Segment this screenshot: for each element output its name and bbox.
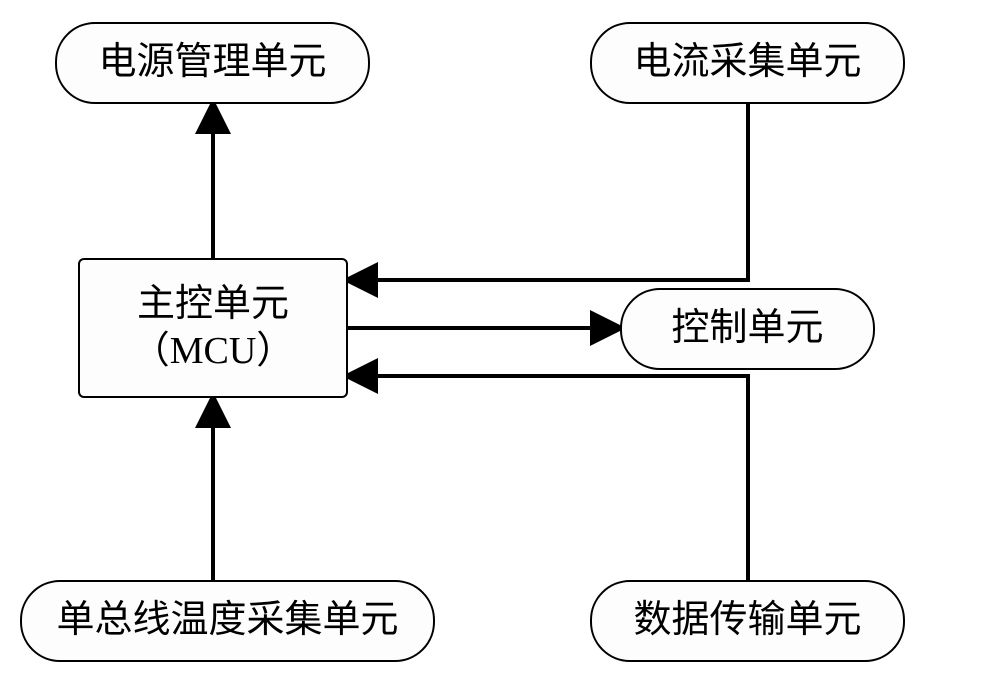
- node-label: 电流采集单元: [633, 42, 861, 84]
- node-label: 电源管理单元: [98, 42, 326, 84]
- node-label: 主控单元（MCU）: [92, 281, 334, 376]
- node-label: 数据传输单元: [633, 600, 861, 642]
- node-mcu: 主控单元（MCU）: [78, 258, 348, 398]
- node-label: 控制单元: [671, 308, 823, 350]
- node-data-transmission: 数据传输单元: [590, 580, 905, 662]
- node-current-acquisition: 电流采集单元: [590, 22, 905, 104]
- node-label: 单总线温度采集单元: [56, 600, 398, 642]
- edge-data-to-mcu: [348, 376, 748, 580]
- diagram-canvas: 电源管理单元 电流采集单元 主控单元（MCU） 控制单元 单总线温度采集单元 数…: [0, 0, 1000, 695]
- node-power-management: 电源管理单元: [55, 22, 370, 104]
- node-control-unit: 控制单元: [620, 288, 875, 370]
- edge-current-to-mcu: [348, 104, 748, 280]
- node-temperature-acquisition: 单总线温度采集单元: [20, 580, 435, 662]
